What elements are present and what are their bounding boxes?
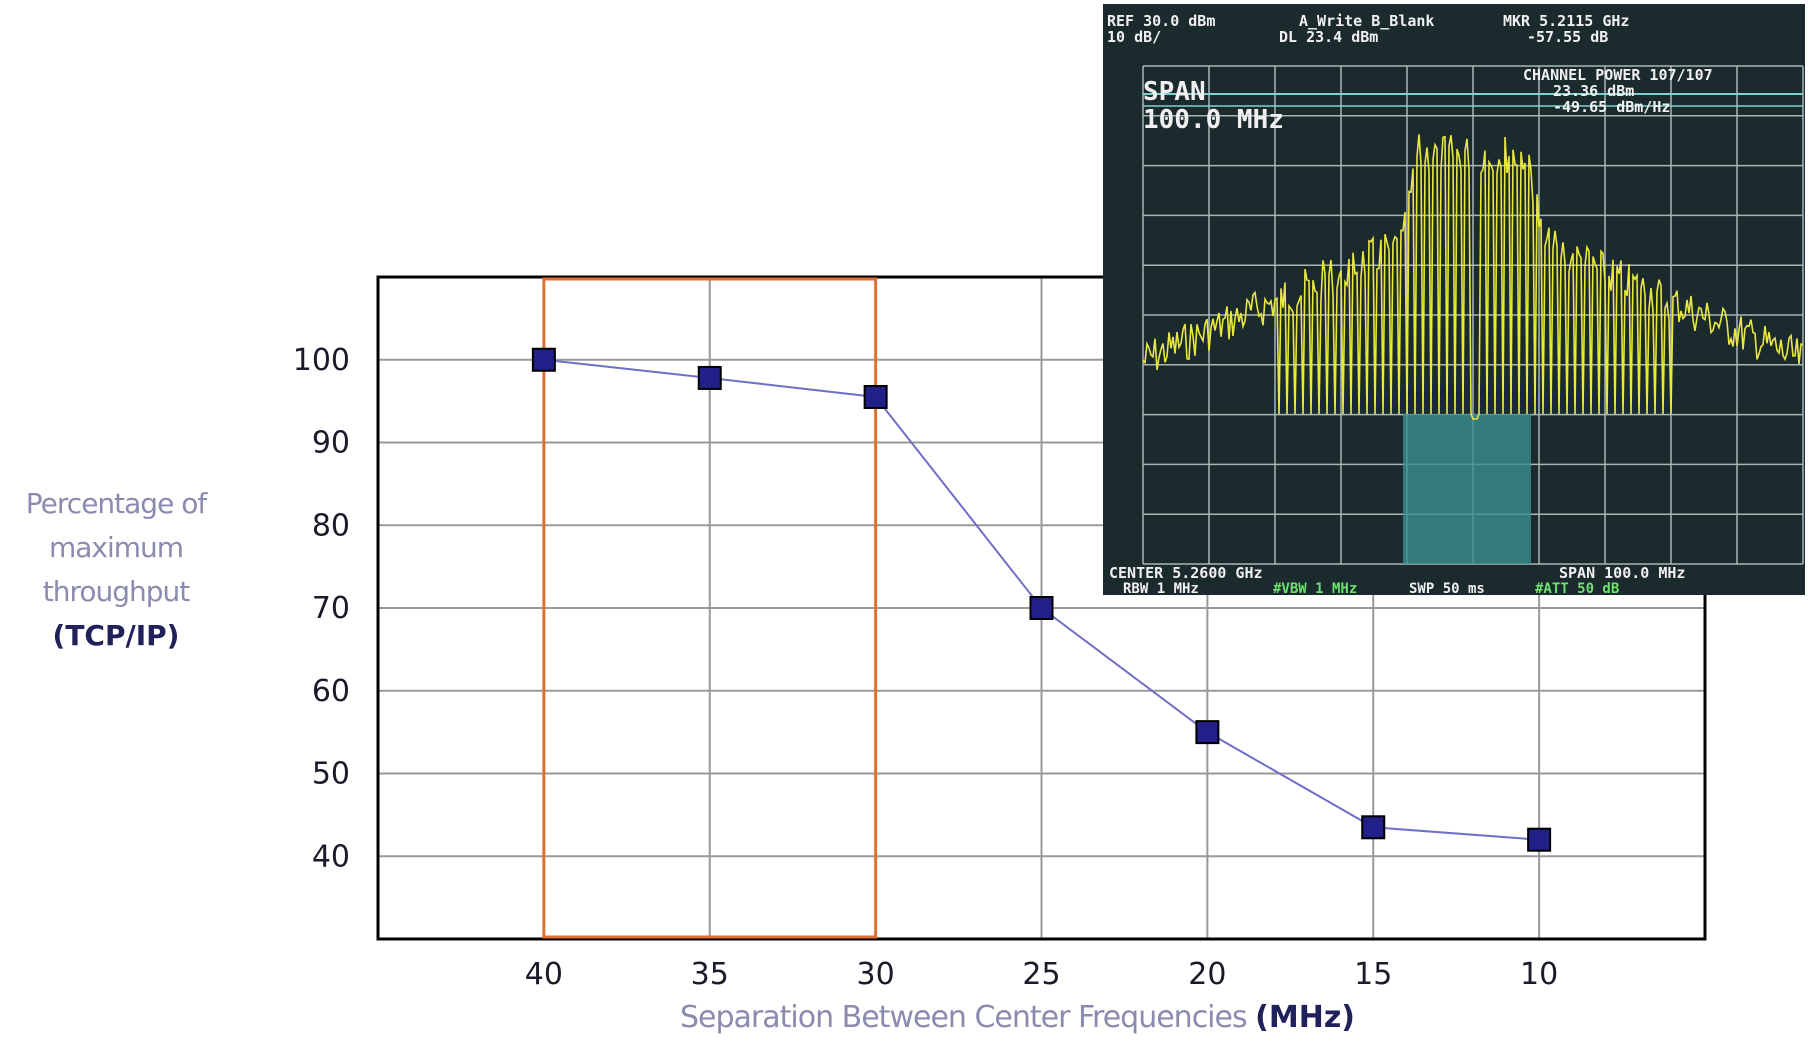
data-point bbox=[1527, 827, 1552, 852]
y-axis-unit: (TCP/IP) bbox=[52, 619, 180, 652]
highlight-box bbox=[542, 277, 878, 939]
scope-trace bbox=[1142, 134, 1804, 420]
x-tick-labels: 40 35 30 25 20 15 10 bbox=[525, 957, 1558, 992]
scope-header-left: 10 dB/ bbox=[1107, 28, 1161, 46]
scope-channel-power: CHANNEL POWER 107/107 bbox=[1523, 66, 1713, 84]
data-point bbox=[531, 347, 556, 372]
scope-span-value: 100.0 MHz bbox=[1143, 105, 1284, 135]
scope-footer-mid: SWP 50 ms bbox=[1409, 581, 1485, 595]
spectrum-analyzer-photo: REF 30.0 dBm 10 dB/ A_Write B_Blank DL 2… bbox=[1103, 4, 1805, 595]
scope-header-right: MKR 5.2115 GHz bbox=[1503, 12, 1629, 30]
scope-footer-left: RBW 1 MHz bbox=[1123, 581, 1199, 595]
y-tick-labels: 100 90 80 70 60 50 40 bbox=[293, 343, 350, 875]
scope-header-left: REF 30.0 dBm bbox=[1107, 12, 1215, 30]
x-tick-label: 10 bbox=[1520, 957, 1558, 992]
scope-header-mid: A_Write B_Blank bbox=[1299, 12, 1434, 30]
x-tick-label: 20 bbox=[1188, 957, 1226, 992]
x-axis-unit: (MHz) bbox=[1255, 1000, 1355, 1035]
y-axis-label-line: maximum bbox=[48, 531, 184, 564]
y-axis-label-line: throughput bbox=[42, 575, 191, 608]
x-tick-label: 25 bbox=[1022, 957, 1060, 992]
x-tick-label: 40 bbox=[525, 957, 563, 992]
scope-footer-right: SPAN 100.0 MHz bbox=[1559, 564, 1685, 582]
y-axis-label: Percentage of maximum throughput (TCP/IP… bbox=[0, 482, 232, 658]
data-point bbox=[1195, 720, 1220, 745]
scope-span-label: SPAN bbox=[1143, 77, 1206, 107]
scope-header-mid: DL 23.4 dBm bbox=[1279, 28, 1378, 46]
scope-footer-mid: #ATT 50 dB bbox=[1535, 581, 1619, 595]
x-axis-label: Separation Between Center Frequencies (M… bbox=[680, 1000, 1400, 1035]
data-point bbox=[697, 365, 722, 390]
y-tick-label: 90 bbox=[312, 426, 350, 461]
y-tick-label: 40 bbox=[312, 839, 350, 874]
x-tick-label: 35 bbox=[691, 957, 729, 992]
scope-footer-mid: #VBW 1 MHz bbox=[1273, 581, 1357, 595]
data-markers bbox=[531, 347, 1552, 852]
x-axis-label-text: Separation Between Center Frequencies bbox=[680, 1000, 1248, 1035]
scope-channel-power: -49.65 dBm/Hz bbox=[1553, 98, 1670, 116]
y-tick-label: 80 bbox=[312, 508, 350, 543]
x-tick-label: 30 bbox=[857, 957, 895, 992]
y-axis-label-line: Percentage of bbox=[25, 487, 207, 520]
data-point bbox=[1029, 596, 1054, 620]
plot-frame bbox=[376, 275, 1707, 941]
scope-channel-band bbox=[1403, 414, 1531, 564]
data-point bbox=[1361, 815, 1386, 840]
scope-header-right: -57.55 dB bbox=[1527, 28, 1608, 46]
y-tick-label: 100 bbox=[293, 343, 350, 378]
scope-channel-power: 23.36 dBm bbox=[1553, 82, 1634, 100]
y-tick-label: 70 bbox=[312, 591, 350, 626]
y-tick-label: 50 bbox=[312, 757, 350, 792]
y-tick-label: 60 bbox=[312, 674, 350, 709]
x-tick-label: 15 bbox=[1354, 957, 1392, 992]
scope-footer-left: CENTER 5.2600 GHz bbox=[1109, 564, 1263, 582]
data-point bbox=[863, 384, 888, 409]
